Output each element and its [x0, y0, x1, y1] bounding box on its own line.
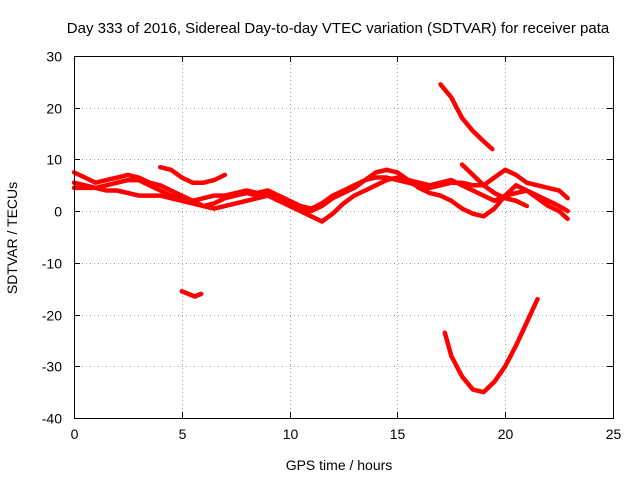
series-track-5: [438, 82, 495, 152]
x-tick-label: 20: [498, 426, 514, 442]
series-track-7: [442, 296, 540, 395]
y-tick-label: 0: [54, 204, 62, 220]
series-layer: [71, 82, 570, 395]
x-tick-label: 0: [71, 426, 79, 442]
y-tick-label: 30: [46, 49, 62, 65]
series-track-6: [459, 162, 530, 209]
series-track-3: [71, 175, 570, 224]
y-tick-label: -20: [42, 308, 62, 324]
y-tick-label: 10: [46, 152, 62, 168]
chart-title: Day 333 of 2016, Sidereal Day-to-day VTE…: [67, 20, 610, 37]
y-axis-label: SDTVAR / TECUs: [4, 182, 20, 294]
plot-frame: [74, 56, 614, 419]
y-tick-label: -30: [42, 359, 62, 375]
x-axis-label: GPS time / hours: [286, 457, 393, 473]
x-tick-label: 15: [390, 426, 406, 442]
x-tick-label: 25: [606, 426, 622, 442]
y-tick-label: 20: [46, 101, 62, 117]
grid-layer: [74, 56, 613, 418]
series-track-4: [157, 164, 228, 185]
series-track-8: [179, 289, 204, 299]
x-tick-label: 10: [283, 426, 299, 442]
series-track-2: [71, 167, 570, 214]
y-tick-label: -40: [42, 411, 62, 427]
tick-layer: 0 5 10 15 20 25 -40 -30 -20 -10 0 10 20 30: [42, 49, 622, 443]
x-tick-label: 5: [179, 426, 187, 442]
y-tick-label: -10: [42, 256, 62, 272]
